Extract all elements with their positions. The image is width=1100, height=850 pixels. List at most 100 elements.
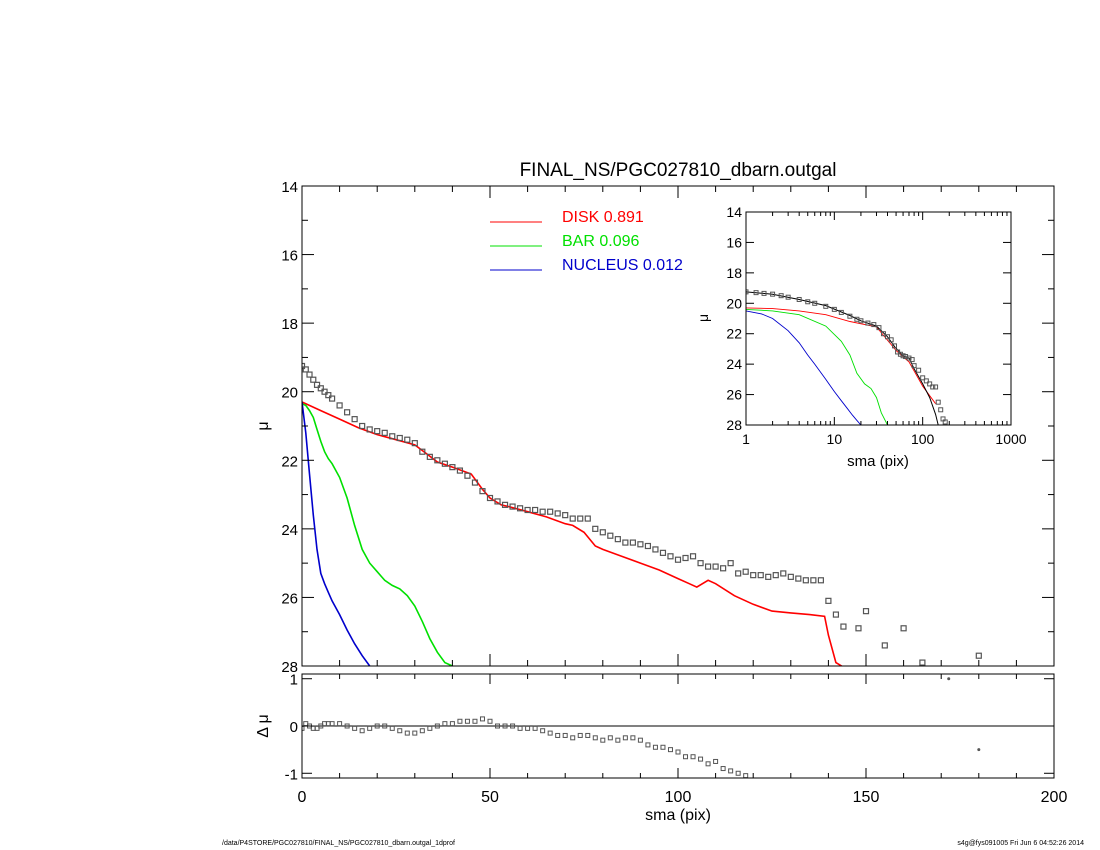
residual-point [302,725,305,731]
inset-xlabel: sma (pix) [847,453,909,470]
data-point [359,422,366,430]
y-tick-label: 28 [281,659,298,676]
legend-label: DISK 0.891 [562,209,644,226]
data-point [644,542,652,550]
residual-point [660,744,666,750]
inset-x-tick-label: 1000 [995,431,1026,447]
data-point [479,488,486,495]
data-point [302,366,309,373]
residual-point [427,725,433,731]
data-point [682,554,689,562]
disk-profile-line [302,401,844,666]
inset-panel: 14 16 18 20 22 24 26 28 1 10 100 1000 sma (pix) μ [695,204,1027,470]
y-tick-label: 24 [281,522,298,539]
data-point [449,464,456,471]
data-point [667,553,674,560]
data-point [817,577,824,584]
data-point [313,381,321,388]
inset-data-point [785,294,791,300]
data-point [795,575,802,582]
residual-point [615,737,621,743]
data-point [306,371,313,378]
data-point [697,560,704,567]
data-point [772,572,779,579]
residual-point [547,730,553,736]
residual-y-tick-label: 1 [290,672,298,689]
data-point [516,505,524,512]
inset-data-point [796,296,802,302]
inset-y-tick-label: 20 [726,295,742,311]
data-point [727,560,734,567]
data-point [547,508,554,515]
data-point [328,395,336,402]
data-point [456,467,464,474]
inset-data-point [885,334,891,340]
residual-point [600,737,606,743]
residual-point [540,728,546,734]
data-point [787,573,794,580]
residual-point [690,754,696,760]
residual-point [479,716,485,722]
data-point [532,506,539,514]
data-point [704,563,712,570]
inset-data-point [935,399,941,405]
data-point [426,453,433,460]
residual-point [652,744,658,750]
inset-data-point [871,322,877,328]
x-tick-label: 50 [481,789,499,806]
inset-background [746,212,1011,425]
inset-x-tick-label: 10 [827,431,843,447]
inset-data-point [831,306,837,312]
residual-point [525,725,531,731]
data-point [881,642,888,649]
residual-point [389,725,395,731]
residual-point [397,728,403,734]
data-point [802,577,809,584]
residual-y-tick-label: -1 [285,766,298,783]
data-point [577,515,584,522]
data-point [501,501,509,508]
data-point [720,565,727,572]
residual-point [419,728,425,734]
legend-label: BAR 0.096 [562,233,639,250]
data-point [652,546,659,553]
nucleus-profile-line [302,401,371,666]
residual-point [675,749,681,755]
inset-data-point [930,384,936,390]
data-point [622,539,629,546]
residual-point [412,730,418,736]
data-point [840,623,847,630]
inset-profile-line [746,308,888,425]
inset-y-tick-label: 24 [726,356,742,372]
inset-data-point [938,407,944,413]
residual-outlier-point [977,748,981,752]
residual-point [637,737,643,743]
x-tick-label: 200 [1041,789,1068,806]
data-point [396,434,403,442]
residual-point [532,725,538,731]
data-point [464,472,471,479]
residual-point [442,721,448,727]
data-point [584,515,591,522]
data-point [302,362,306,370]
data-point [855,625,862,632]
residual-point [337,721,343,727]
inset-data-point [761,290,767,296]
data-point [325,392,332,399]
inset-profile-line [746,307,936,404]
residual-point [570,735,576,741]
data-point [366,426,373,433]
y-tick-label: 16 [281,248,298,265]
residual-xlabel: sma (pix) [645,807,711,824]
residual-point [517,725,523,731]
residual-point [487,718,493,724]
data-point [344,409,351,416]
data-point [441,460,448,467]
residual-point [705,761,711,767]
data-point [509,503,516,510]
inset-data-point [753,290,759,296]
residual-point [592,735,598,741]
inset-data-point [923,378,929,384]
residual-point [457,718,463,724]
